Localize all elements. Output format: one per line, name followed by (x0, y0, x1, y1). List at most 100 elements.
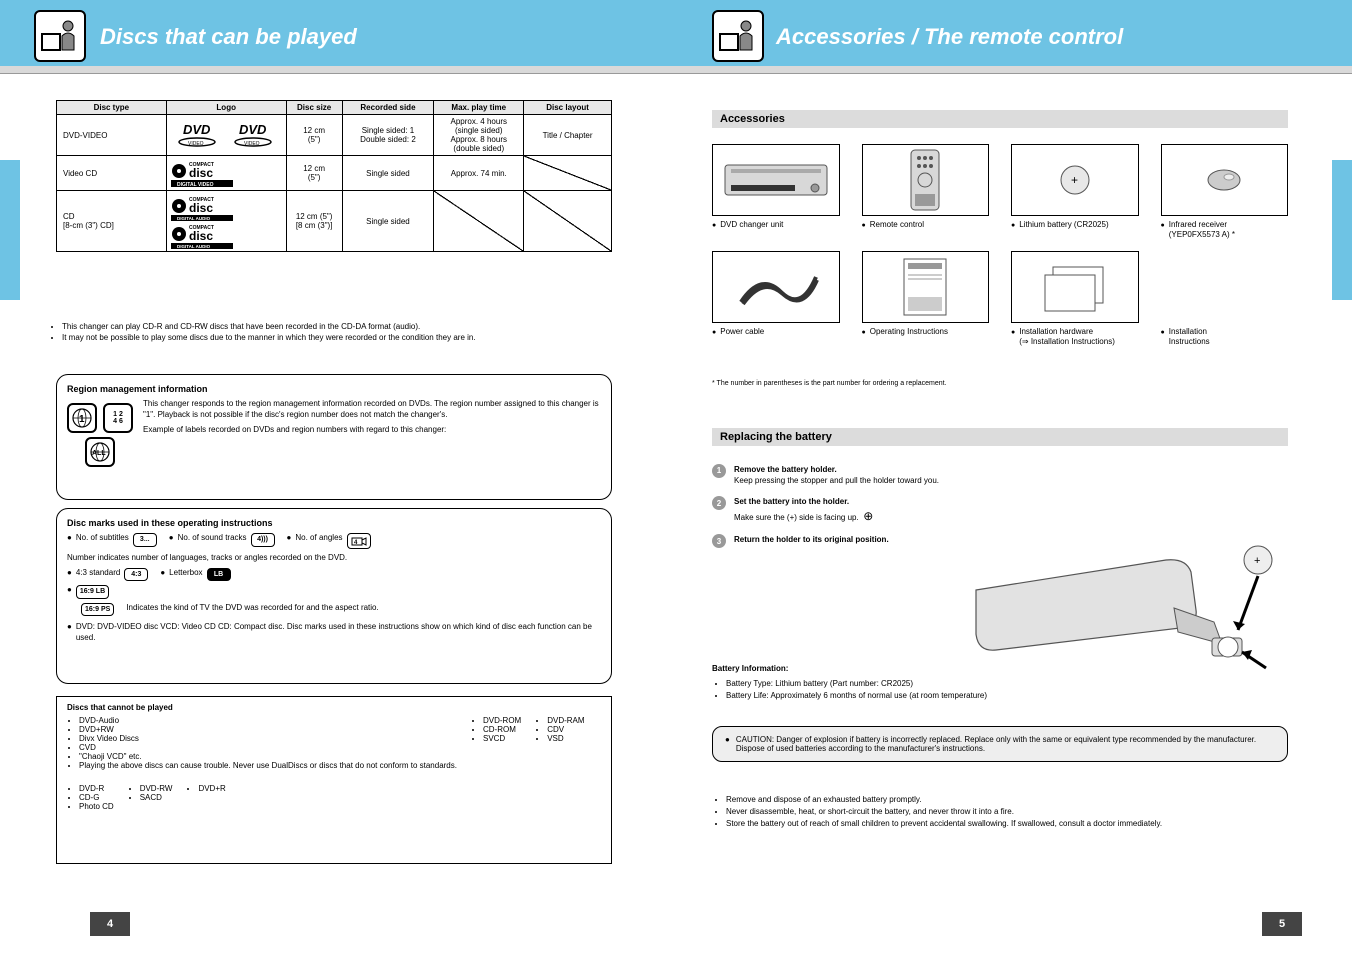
marks-number-note: Number indicates number of languages, tr… (67, 553, 601, 564)
cannot-play-footer: Playing the above discs can cause troubl… (79, 761, 457, 770)
region-icons-row1: 1 1 24 6 (67, 403, 133, 433)
cell-logo: COMPACT disc DIGITAL VIDEO (166, 156, 286, 191)
header-icon-left (34, 10, 86, 62)
page-number-right: 5 (1262, 912, 1302, 936)
cell-type: Video CD (57, 156, 167, 191)
accessory-item: InstallationInstructions (1161, 251, 1289, 348)
disc-row-dvd: DVD-VIDEO DVD VIDEO DVD VIDEO (57, 115, 612, 156)
accessory-item: DVD changer unit (712, 144, 840, 241)
region-text: This changer responds to the region mana… (143, 399, 601, 421)
cell-size: 12 cm (5")[8 cm (3")] (286, 191, 342, 252)
under-table-notes: This changer can play CD-R and CD-RW dis… (50, 322, 610, 344)
marks-info-box: Disc marks used in these operating instr… (56, 508, 612, 684)
accessory-item: Remote control (862, 144, 990, 241)
step-number: 2 (712, 496, 726, 510)
battery-info-heading: Battery Information: (712, 664, 788, 673)
svg-text:1: 1 (79, 414, 85, 425)
page-left: Discs that can be played Disc type Logo … (0, 0, 676, 954)
separator-bar (0, 66, 676, 74)
cannot-play-heading: Discs that cannot be played (67, 703, 601, 712)
svg-text:disc: disc (189, 229, 213, 243)
aspect-lb-icon: LB (207, 568, 231, 581)
marks-footer: DVD: DVD-VIDEO disc VCD: Video CD CD: Co… (76, 622, 601, 644)
section-accessories: Accessories (712, 110, 1288, 128)
region-heading: Region management information (67, 383, 601, 395)
cell-logo: COMPACT disc DIGITAL AUDIO COMPACT disc … (166, 191, 286, 252)
cable-icon (731, 262, 821, 312)
cell-side: Single sided: 1Double sided: 2 (342, 115, 434, 156)
page-right: Accessories / The remote control Accesso… (676, 0, 1352, 954)
coin-battery-icon: + (1057, 162, 1093, 198)
accessory-placeholder (1161, 251, 1289, 323)
svg-text:+: + (1071, 173, 1078, 187)
step-number: 3 (712, 534, 726, 548)
side-tab-right (1332, 160, 1352, 300)
marks-heading: Disc marks used in these operating instr… (67, 517, 601, 529)
cell-logo: DVD VIDEO DVD VIDEO (166, 115, 286, 156)
changer-unit-icon (721, 155, 831, 205)
note-item: This changer can play CD-R and CD-RW dis… (62, 322, 610, 333)
step-item: 1 Remove the battery holder. Keep pressi… (712, 464, 1112, 486)
person-box-icon (38, 14, 82, 58)
accessory-illustration: + (1011, 144, 1139, 216)
cell-size: 12 cm(5") (286, 156, 342, 191)
svg-text:DVD: DVD (183, 122, 211, 137)
person-box-icon (716, 14, 760, 58)
svg-text:disc: disc (189, 166, 213, 180)
region-icons-row2: ALL (85, 437, 133, 467)
accessory-illustration (712, 251, 840, 323)
svg-text:DVD: DVD (239, 122, 267, 137)
cannot-play-box: Discs that cannot be played DVD-Audio DV… (56, 696, 612, 864)
section-remote: Replacing the battery (712, 428, 1288, 446)
disc-row-cd: CD[8-cm (3") CD] COMPACT disc DIGITAL AU… (57, 191, 612, 252)
accessory-item: Operating Instructions (862, 251, 990, 348)
caution-text: CAUTION: Danger of explosion if battery … (736, 735, 1275, 753)
accessory-item: Installation hardware(⇒ Installation Ins… (1011, 251, 1139, 348)
svg-text:VIDEO: VIDEO (188, 141, 204, 147)
subtitle-count-icon: 3… (133, 533, 157, 546)
battery-warnings: Remove and dispose of an exhausted batte… (712, 794, 1288, 830)
accessory-illustration (862, 251, 990, 323)
accessory-illustration (1161, 144, 1289, 216)
cell-side: Single sided (342, 191, 434, 252)
cell-time: Approx. 4 hours(single sided)Approx. 8 h… (434, 115, 524, 156)
step-number: 1 (712, 464, 726, 478)
accessory-illustration (1011, 251, 1139, 323)
th-side: Recorded side (342, 101, 434, 115)
cell-type: DVD-VIDEO (57, 115, 167, 156)
svg-text:+: + (1254, 555, 1260, 567)
accessory-footnote: * The number in parentheses is the part … (712, 380, 947, 387)
page-title-right: Accessories / The remote control (776, 24, 1123, 50)
accessory-item: Infrared receiver(YEP0FX5573 A) * (1161, 144, 1289, 241)
cell-time: Approx. 74 min. (434, 156, 524, 191)
camera-icon: 4 (351, 535, 367, 547)
svg-text:DIGITAL AUDIO: DIGITAL AUDIO (177, 216, 211, 221)
dvd-logo-icon: DVD VIDEO DVD VIDEO (171, 120, 281, 150)
svg-text:disc: disc (189, 201, 213, 215)
svg-text:DIGITAL AUDIO: DIGITAL AUDIO (177, 244, 211, 249)
cell-side: Single sided (342, 156, 434, 191)
cell-layout: Title / Chapter (524, 115, 612, 156)
papers-icon (1035, 259, 1115, 315)
svg-text:DIGITAL VIDEO: DIGITAL VIDEO (177, 182, 214, 188)
svg-text:VIDEO: VIDEO (244, 141, 260, 147)
region-info-box: Region management information 1 1 24 6 (56, 374, 612, 500)
globe-all-icon: ALL (89, 441, 111, 463)
aspect-note: Indicates the kind of TV the DVD was rec… (126, 603, 378, 616)
angle-count-icon: 4 (347, 533, 371, 549)
manual-icon (898, 255, 952, 319)
region-example: Example of labels recorded on DVDs and r… (143, 425, 601, 436)
disc-table-header-row: Disc type Logo Disc size Recorded side M… (57, 101, 612, 115)
accessory-illustration (862, 144, 990, 216)
region-icon-all: ALL (85, 437, 115, 467)
region-icon-1: 1 (67, 403, 97, 433)
region-icon-multi: 1 24 6 (103, 403, 133, 433)
note-item: It may not be possible to play some disc… (62, 333, 610, 344)
caution-box: ●CAUTION: Danger of explosion if battery… (712, 726, 1288, 762)
cd-logo-icon: COMPACT disc DIGITAL AUDIO COMPACT disc … (171, 193, 241, 249)
th-layout: Disc layout (524, 101, 612, 115)
th-time: Max. play time (434, 101, 524, 115)
aspect-4-3-icon: 4:3 (124, 568, 148, 581)
page-title-left: Discs that can be played (100, 24, 357, 50)
cannot-play-columns: DVD-Audio DVD+RW Divx Video Discs CVD "C… (67, 716, 601, 811)
